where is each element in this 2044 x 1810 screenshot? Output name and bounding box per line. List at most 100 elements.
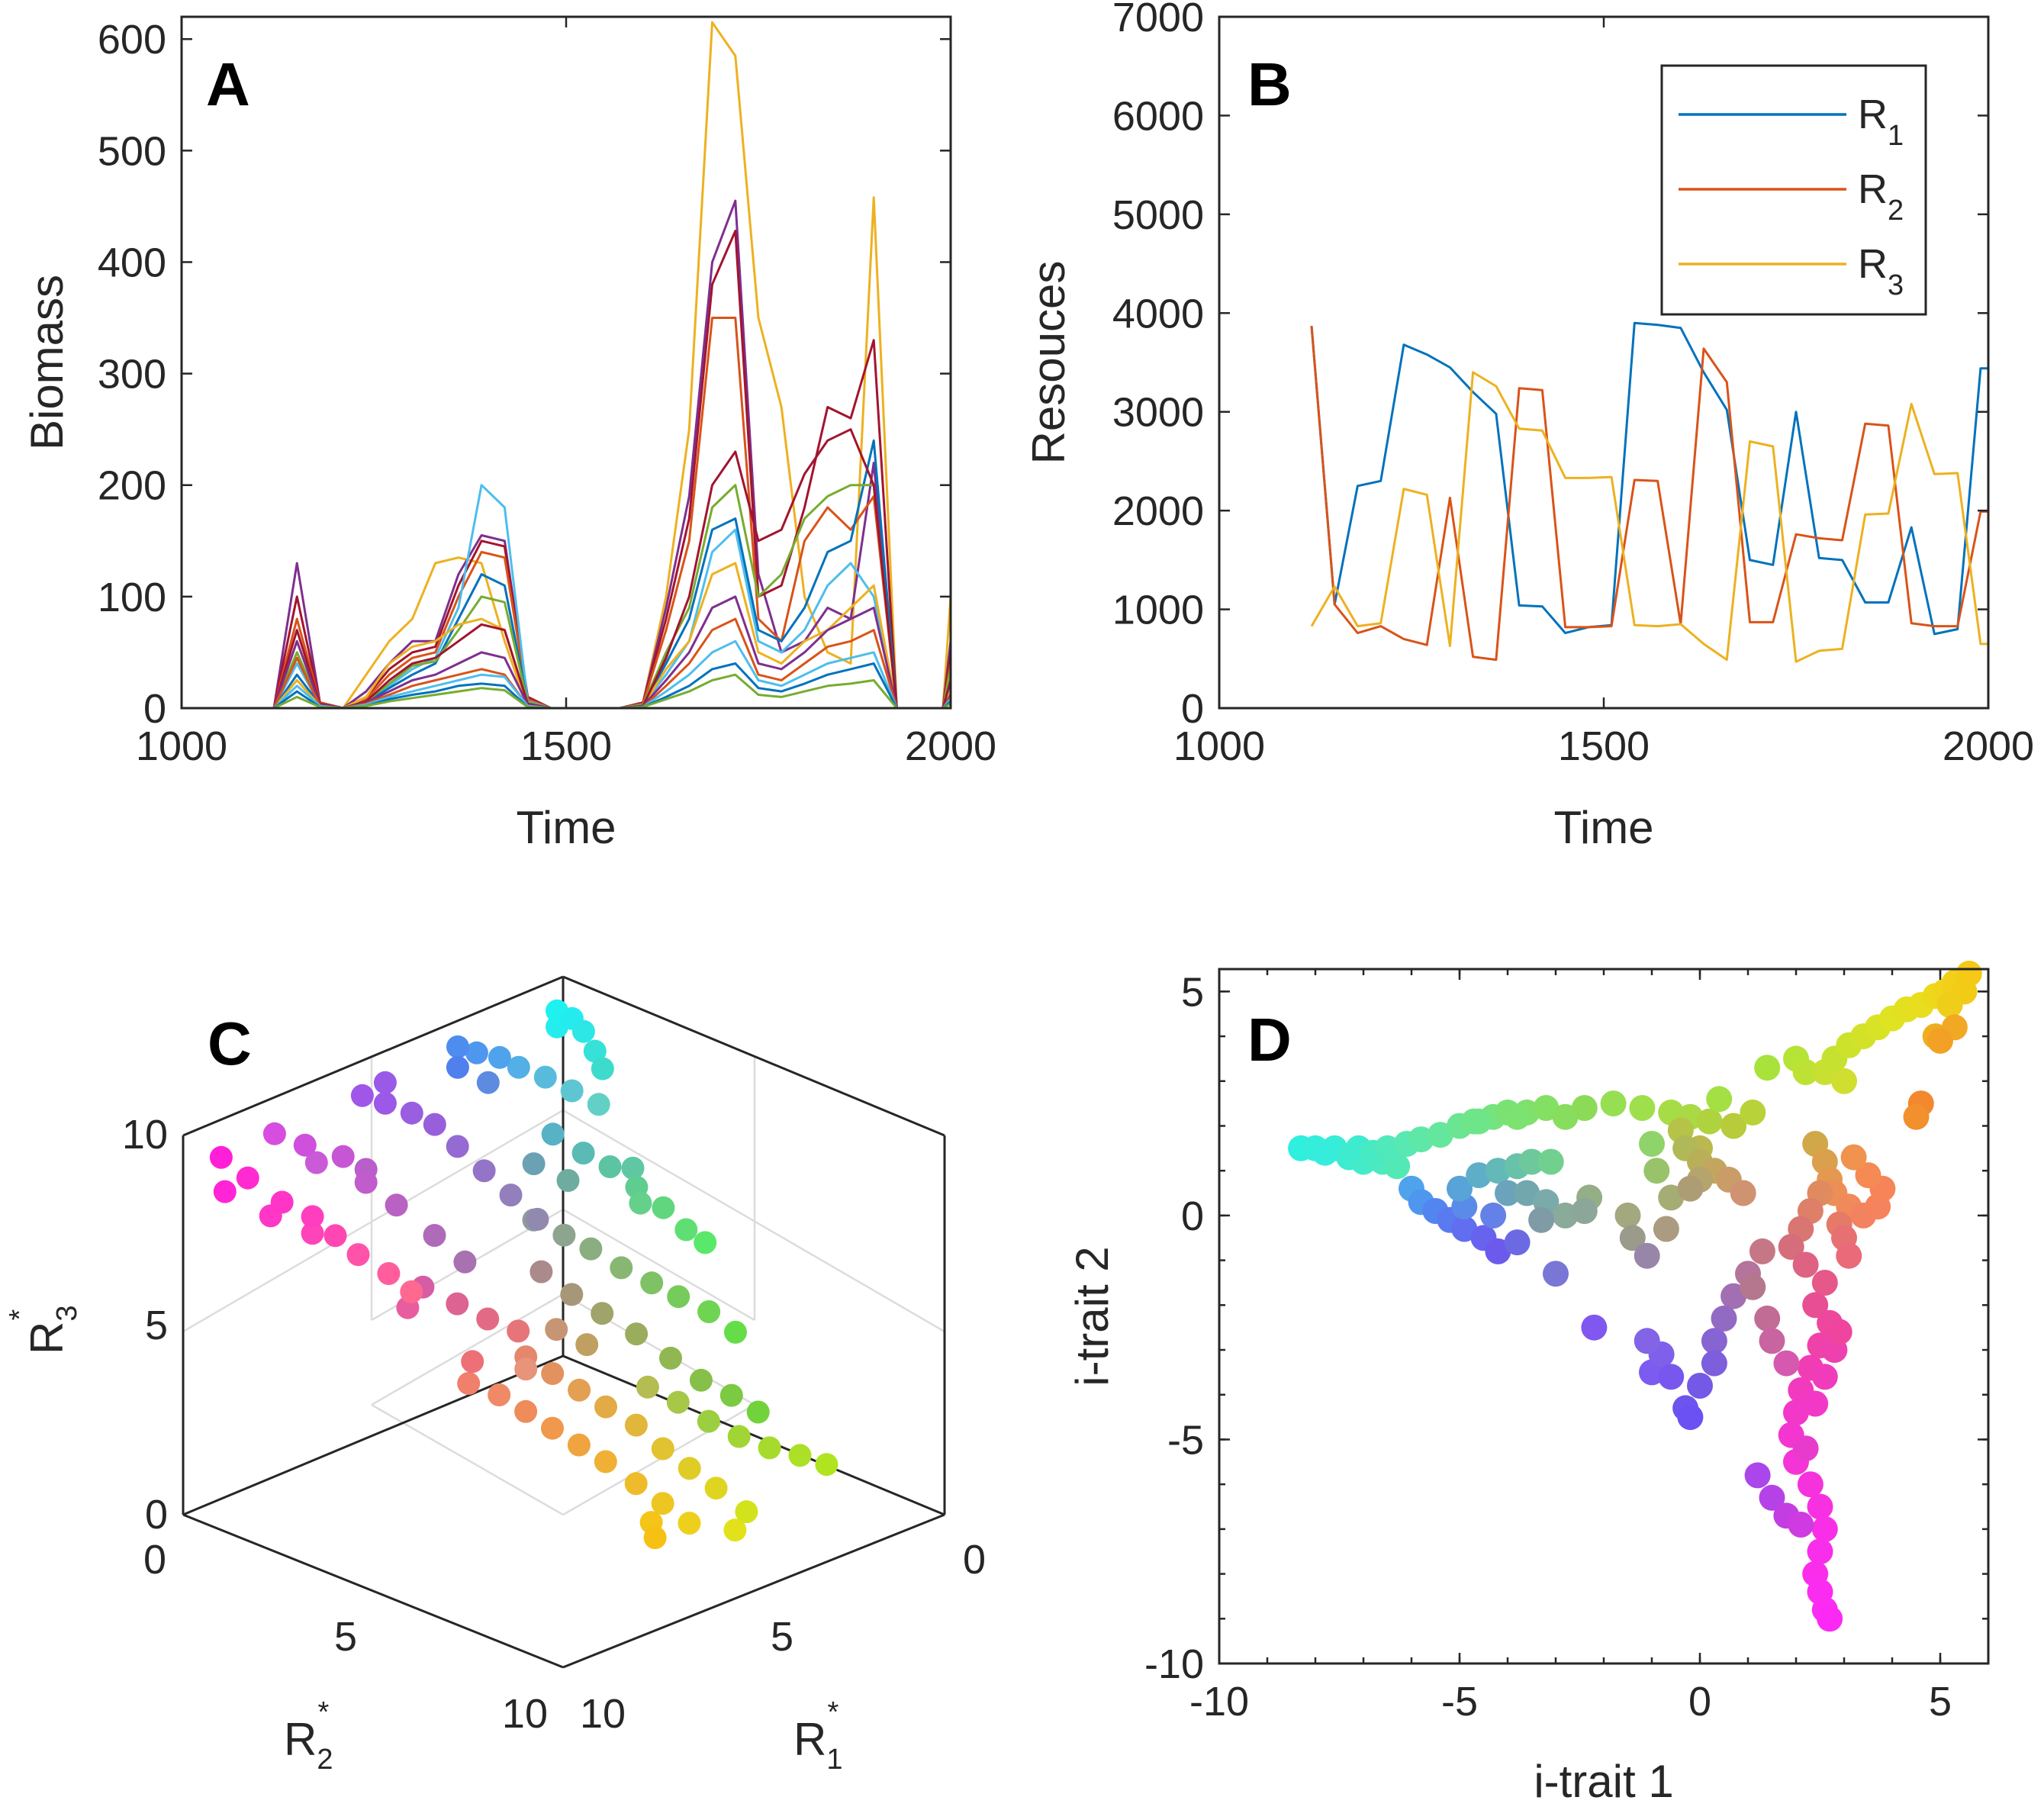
panel-c-point: [788, 1444, 812, 1467]
panel-d-y-tick-label: -10: [1144, 1641, 1204, 1687]
panel-c-point: [746, 1400, 770, 1424]
panel-c-point: [323, 1224, 347, 1248]
panel-d-point: [1427, 1122, 1453, 1148]
panel-a-series-line: [272, 199, 952, 710]
panel-c-point: [568, 1378, 591, 1402]
panel-c-points: [209, 999, 839, 1550]
panel-d-point: [1783, 1399, 1809, 1426]
panel-b-y-tick-label: 3000: [1112, 390, 1204, 436]
panel-c-point: [331, 1145, 355, 1168]
panel-d-point: [1537, 1148, 1564, 1175]
panel-d-point: [1903, 1103, 1930, 1130]
panel-c-point: [666, 1390, 690, 1414]
panel-c-point: [346, 1243, 370, 1267]
panel-d-point: [1749, 1238, 1775, 1264]
panel-c-point: [678, 1457, 701, 1480]
panel-c-point: [719, 1383, 743, 1407]
panel-c-point: [591, 1302, 614, 1325]
r2-tick-label: 10: [502, 1691, 548, 1737]
panel-a-y-tick-label: 0: [143, 686, 166, 732]
panel-c-point: [400, 1280, 423, 1303]
panel-d-y-tick-label: -5: [1167, 1417, 1204, 1463]
panel-c-point: [530, 1260, 553, 1283]
panel-d-point: [1744, 1462, 1771, 1489]
panel-a-xlabel: Time: [516, 802, 616, 853]
panel-d-point: [1480, 1202, 1507, 1229]
panel-d-point: [1658, 1364, 1685, 1390]
panel-d-point: [1811, 1364, 1838, 1390]
panel-c-point: [354, 1171, 378, 1194]
panel-b-ticks: 1000 1500 20000100020003000400050006000700…: [1112, 0, 2034, 769]
panel-c-point: [423, 1113, 446, 1136]
panel-a-series-line: [272, 317, 952, 710]
panel-c-point: [571, 1019, 595, 1043]
panel-d-point: [1836, 1242, 1862, 1269]
panel-c-point: [575, 1333, 599, 1357]
panel-d-point: [1927, 1027, 1953, 1054]
panel-c-point: [293, 1133, 317, 1157]
z-tick-label: 10: [122, 1112, 168, 1158]
panel-c-point: [674, 1218, 698, 1242]
panel-d-x-tick-label: 5: [1929, 1679, 1952, 1725]
panel-c-point: [758, 1436, 781, 1460]
panel-c-point: [472, 1159, 496, 1183]
panel-c-point: [304, 1151, 328, 1174]
panel-c-point: [301, 1205, 324, 1229]
panel-c-point: [629, 1191, 652, 1215]
panel-d-point: [1792, 1059, 1819, 1085]
panel-c-point: [651, 1437, 674, 1461]
panel-c-point: [453, 1250, 477, 1274]
panel-d-x-tick-label: -10: [1189, 1679, 1249, 1725]
panel-d-point: [1653, 1216, 1679, 1242]
panel-c-point: [373, 1071, 397, 1094]
panel-d-point: [1817, 1605, 1843, 1632]
panel-c-point: [667, 1285, 690, 1309]
panel-d-point: [1614, 1202, 1641, 1229]
panel-c-point: [560, 1079, 584, 1103]
panel-a-x-tick-label: 1500: [520, 723, 612, 769]
panel-b-y-tick-label: 4000: [1112, 291, 1204, 337]
panel-c-point: [594, 1395, 617, 1419]
panel-c-point: [560, 1283, 584, 1306]
panel-c-label: C: [208, 1010, 252, 1077]
panel-c-point: [643, 1526, 667, 1550]
panel-c-point: [591, 1057, 614, 1081]
panel-c-point: [488, 1045, 511, 1069]
z-tick-label: 5: [145, 1303, 168, 1348]
panel-c-point: [209, 1145, 233, 1169]
panel-c-point: [499, 1184, 523, 1207]
panel-d-point: [1696, 1108, 1723, 1135]
panel-a-y-tick-label: 400: [98, 240, 166, 285]
panel-c-point: [533, 1065, 557, 1089]
panel-a-y-tick-label: 300: [98, 352, 166, 398]
panel-d-point: [1552, 1103, 1579, 1130]
panel-c-point: [514, 1399, 538, 1423]
panel-c-point: [476, 1071, 500, 1094]
panel-d-point: [1619, 1225, 1646, 1251]
panel-d-point: [1711, 1305, 1737, 1332]
panel-c-point: [689, 1368, 713, 1392]
panel-c-point: [640, 1271, 664, 1295]
panel-d-point: [1792, 1251, 1819, 1278]
panel-d-point: [1571, 1198, 1598, 1224]
panel-d-point: [1721, 1283, 1747, 1309]
panel-d-point: [1936, 992, 1963, 1018]
panel-b-y-tick-label: 2000: [1112, 488, 1204, 534]
panel-a-ticks: 1000 1500 2000 0 100 200 300 400 500 600: [98, 17, 996, 769]
panel-c-point: [651, 1492, 674, 1515]
panel-b-series-group: [1310, 321, 1988, 663]
panel-a-biomass-chart: 1000 1500 2000 0 100 200 300 400 500 600 A Time B…: [21, 15, 996, 853]
panel-c-point: [488, 1383, 511, 1406]
panel-a-x-tick-label: 2000: [905, 723, 996, 769]
panel-c-point: [350, 1084, 374, 1107]
panel-c-point: [526, 1207, 549, 1231]
panel-c-point: [461, 1350, 484, 1374]
panel-c-point: [610, 1256, 633, 1280]
panel-c-ylabel: R2*: [284, 1696, 333, 1776]
panel-d-point: [1826, 1319, 1852, 1345]
panel-c-point: [465, 1041, 488, 1064]
panel-d-x-tick-label: 0: [1688, 1679, 1711, 1725]
panel-d-point: [1759, 1484, 1785, 1511]
panel-d-y-tick-label: 5: [1181, 969, 1204, 1015]
